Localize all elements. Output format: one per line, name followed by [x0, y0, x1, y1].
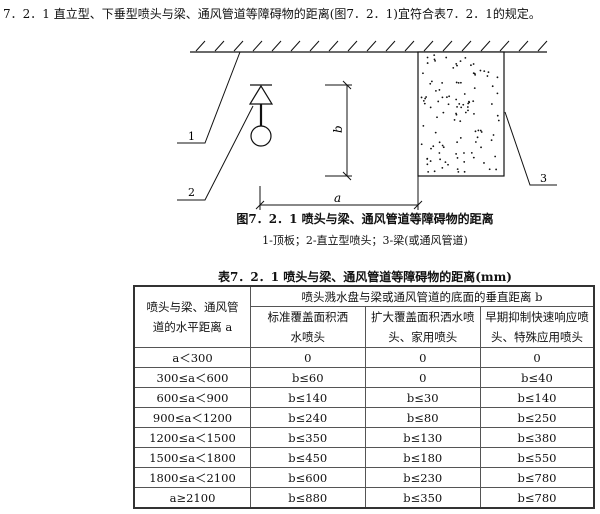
cell-distance-a: 1500≤a＜1800 — [133, 447, 252, 468]
table-row: 900≤a＜1200 b≤240 b≤80 b≤250 — [133, 407, 595, 428]
dimension-b — [325, 80, 352, 181]
cell-distance-b: 0 — [479, 347, 595, 368]
cell-distance-b: b≤140 — [479, 387, 595, 408]
cell-distance-b: b≤880 — [250, 487, 366, 509]
cell-distance-b: b≤350 — [364, 487, 481, 509]
ceiling-slab — [190, 40, 548, 53]
cell-distance-b: b≤180 — [364, 447, 481, 468]
cell-distance-b: b≤60 — [250, 367, 366, 388]
sprinkler-icon — [248, 84, 274, 147]
cell-distance-b: b≤30 — [364, 387, 481, 408]
intro-paragraph: 7．2．1 直立型、下垂型喷头与梁、通风管道等障碍物的距离(图7．2．1)宜符合… — [3, 7, 541, 21]
label-1: 1 — [188, 130, 195, 143]
label-3: 3 — [540, 172, 547, 185]
leader-2 — [177, 105, 254, 201]
cell-distance-a: 300≤a＜600 — [133, 367, 252, 388]
cell-distance-b: 0 — [364, 347, 481, 368]
table-row: 1800≤a＜2100 b≤600 b≤230 b≤780 — [133, 467, 595, 488]
cell-distance-a: a＜300 — [133, 347, 252, 368]
cell-distance-b: b≤780 — [479, 467, 595, 488]
cell-distance-b: b≤780 — [479, 487, 595, 509]
label-2: 2 — [188, 186, 195, 199]
table-row: 1500≤a＜1800 b≤450 b≤180 b≤550 — [133, 447, 595, 468]
cell-distance-a: 900≤a＜1200 — [133, 407, 252, 428]
cell-distance-b: b≤130 — [364, 427, 481, 448]
column-header: 扩大覆盖面积洒水喷头、家用喷头 — [364, 306, 481, 348]
cell-distance-a: 1200≤a＜1500 — [133, 427, 252, 448]
cell-distance-a: 600≤a＜900 — [133, 387, 252, 408]
table-title: 表7．2．1 喷头与梁、通风管道等障碍物的距离(mm) — [218, 270, 512, 284]
cell-distance-b: 0 — [364, 367, 481, 388]
label-b: b — [331, 125, 345, 133]
column-header: 早期抑制快速响应喷头、特殊应用喷头 — [479, 306, 595, 348]
cell-distance-b: b≤40 — [479, 367, 595, 388]
cell-distance-b: b≤550 — [479, 447, 595, 468]
cell-distance-a: a≥2100 — [133, 487, 252, 509]
figure-diagram: 1 2 b 3 a — [177, 40, 557, 210]
table-row: 1200≤a＜1500 b≤350 b≤130 b≤380 — [133, 427, 595, 448]
cell-distance-b: b≤80 — [364, 407, 481, 428]
column-header: 标准覆盖面积洒水喷头 — [250, 306, 366, 348]
leader-3 — [504, 111, 557, 186]
cell-distance-b: 0 — [250, 347, 366, 368]
table-row: a≥2100 b≤880 b≤350 b≤780 — [133, 487, 595, 509]
row-header: 喷头与梁、通风管道的水平距离 a — [133, 285, 252, 348]
figure-legend: 1-顶板；2-直立型喷头；3-梁(或通风管道) — [262, 234, 468, 247]
leader-1 — [177, 51, 241, 144]
table-row: 300≤a＜600 b≤60 0 b≤40 — [133, 367, 595, 388]
cell-distance-b: b≤240 — [250, 407, 366, 428]
label-a: a — [334, 191, 341, 205]
table-row: a＜300 0 0 0 — [133, 347, 595, 368]
beam — [417, 51, 505, 177]
dimension-a — [255, 176, 423, 210]
cell-distance-b: b≤250 — [479, 407, 595, 428]
cell-distance-b: b≤600 — [250, 467, 366, 488]
group-header: 喷头溅水盘与梁或通风管道的底面的垂直距离 b — [250, 285, 595, 307]
cell-distance-a: 1800≤a＜2100 — [133, 467, 252, 488]
figure-title: 图7．2．1 喷头与梁、通风管道等障碍物的距离 — [236, 212, 494, 226]
cell-distance-b: b≤350 — [250, 427, 366, 448]
cell-distance-b: b≤230 — [364, 467, 481, 488]
cell-distance-b: b≤140 — [250, 387, 366, 408]
table-row: 600≤a＜900 b≤140 b≤30 b≤140 — [133, 387, 595, 408]
distance-table: 喷头与梁、通风管道的水平距离 a 喷头溅水盘与梁或通风管道的底面的垂直距离 b … — [133, 285, 595, 509]
cell-distance-b: b≤380 — [479, 427, 595, 448]
cell-distance-b: b≤450 — [250, 447, 366, 468]
